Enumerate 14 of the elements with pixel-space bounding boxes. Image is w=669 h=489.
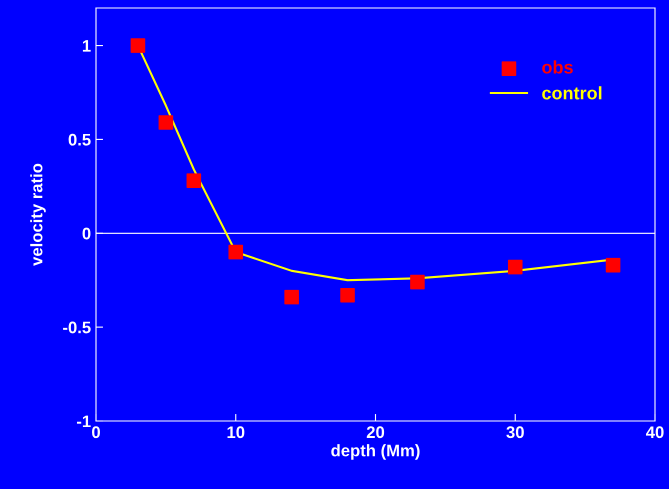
x-tick-label: 30 bbox=[506, 426, 524, 438]
y-tick-label: -0.5 bbox=[63, 322, 91, 334]
x-tick-label: 10 bbox=[228, 426, 244, 438]
x-tick-label: 0 bbox=[92, 426, 100, 438]
y-axis-title: velocity ratio bbox=[30, 164, 46, 266]
x-axis-title: depth (Mm) bbox=[331, 444, 420, 460]
y-tick-label: -1 bbox=[76, 416, 91, 428]
y-tick-label: 0.5 bbox=[68, 134, 91, 146]
x-tick-label: 40 bbox=[646, 426, 664, 438]
y-tick-label: 0 bbox=[82, 228, 90, 240]
x-tick-label: 20 bbox=[366, 426, 384, 438]
y-tick-label: 1 bbox=[82, 40, 91, 52]
legend-label: control bbox=[542, 86, 602, 100]
legend-label: obs bbox=[542, 60, 573, 74]
